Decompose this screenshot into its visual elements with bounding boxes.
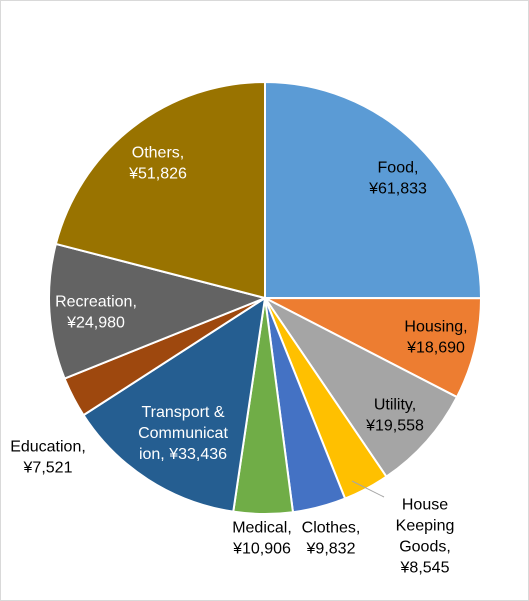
pie-slice-housing bbox=[264, 297, 482, 399]
pie-slice-food bbox=[264, 81, 483, 300]
data-labels: Food, ¥61,833 Housing, ¥18,690 Utility, ¥19,5… bbox=[10, 145, 467, 577]
data-label-housing: Housing, ¥18,690 bbox=[404, 319, 467, 357]
data-label-food: Food, ¥61,833 bbox=[368, 160, 427, 198]
leader-lines bbox=[351, 480, 385, 498]
pie-slice-others bbox=[54, 81, 266, 299]
data-label-medical: Medical, ¥10,906 bbox=[232, 520, 292, 558]
leader-line-house-keeping-goods bbox=[351, 480, 385, 498]
pie-slice-recreation bbox=[48, 242, 266, 380]
data-label-house-keeping-goods: House Keeping Goods, ¥8,545 bbox=[396, 497, 455, 577]
data-label-others: Others, ¥51,826 bbox=[128, 145, 187, 183]
data-label-transport-communication: Transport & Communicat ion, ¥33,436 bbox=[138, 404, 228, 463]
data-label-utility: Utility, ¥19,558 bbox=[365, 397, 424, 435]
pie-slices bbox=[48, 81, 483, 515]
data-label-education: Education, ¥7,521 bbox=[10, 439, 86, 477]
data-label-recreation: Recreation, ¥24,980 bbox=[55, 294, 137, 332]
pie-slice-utility bbox=[264, 297, 458, 478]
data-label-clothes: Clothes, ¥9,832 bbox=[302, 520, 361, 558]
pie-slice-transport-communication bbox=[82, 297, 266, 513]
